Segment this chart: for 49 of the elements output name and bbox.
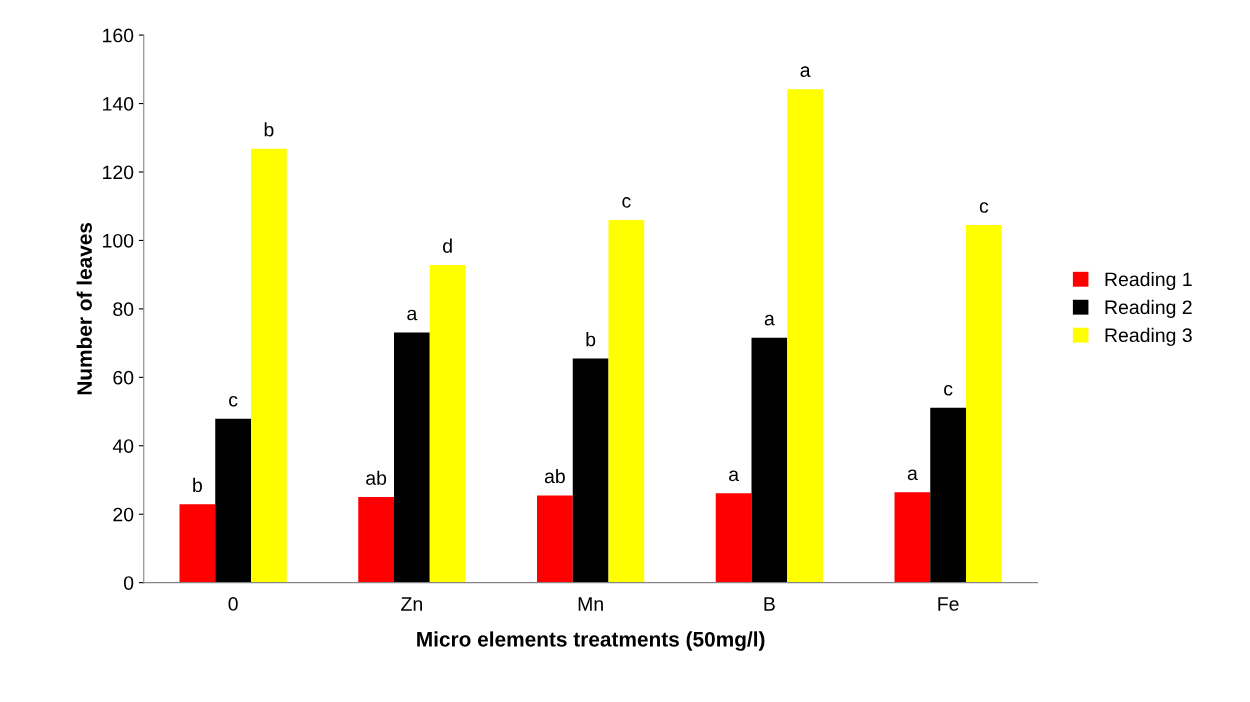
x-axis-title: Micro elements treatments (50mg/l) bbox=[417, 631, 765, 651]
y-tick-label: 0 bbox=[123, 576, 134, 590]
legend-label: Reading 2 bbox=[1105, 299, 1192, 318]
bar bbox=[787, 89, 823, 583]
bar bbox=[608, 219, 645, 583]
bar bbox=[537, 495, 573, 583]
data-label: ab bbox=[544, 468, 565, 484]
bar bbox=[358, 497, 394, 583]
data-label: c bbox=[622, 197, 631, 208]
data-label: ab bbox=[366, 470, 387, 485]
data-label: b bbox=[586, 332, 596, 347]
data-label: a bbox=[729, 470, 740, 482]
bar bbox=[751, 337, 788, 583]
bar bbox=[572, 358, 609, 583]
data-label: b bbox=[264, 122, 274, 137]
x-tick-label: Fe bbox=[938, 597, 959, 611]
bar bbox=[966, 225, 1002, 583]
bar bbox=[215, 418, 251, 583]
y-tick-label: 120 bbox=[103, 165, 134, 180]
data-label: d bbox=[443, 238, 452, 253]
x-tick-label: Zn bbox=[401, 597, 422, 611]
data-label: a bbox=[907, 469, 918, 481]
x-tick-label: 0 bbox=[228, 597, 238, 611]
y-axis-title: Number of leaves bbox=[76, 222, 92, 395]
data-label: c bbox=[979, 202, 989, 213]
data-label: a bbox=[800, 66, 811, 77]
y-tick-label: 40 bbox=[112, 439, 134, 454]
legend-label: Reading 3 bbox=[1105, 327, 1192, 346]
y-tick-label: 60 bbox=[113, 370, 134, 385]
y-tick-label: 80 bbox=[113, 302, 134, 317]
y-tick-label: 100 bbox=[103, 233, 134, 248]
bar bbox=[930, 407, 966, 583]
bar bbox=[715, 493, 752, 583]
x-tick-label: B bbox=[764, 597, 775, 611]
legend-label: Reading 1 bbox=[1105, 271, 1192, 291]
y-tick-label: 160 bbox=[103, 28, 134, 43]
data-label: c bbox=[944, 384, 953, 396]
bar bbox=[394, 332, 430, 583]
x-tick-label: Mn bbox=[578, 597, 603, 611]
data-label: a bbox=[764, 314, 775, 326]
bar bbox=[251, 148, 287, 583]
data-label: c bbox=[229, 395, 238, 407]
y-tick-label: 20 bbox=[113, 507, 134, 522]
bar bbox=[894, 492, 931, 583]
bar bbox=[179, 504, 216, 583]
bar bbox=[429, 265, 466, 583]
data-label: a bbox=[407, 309, 418, 321]
y-tick-label: 140 bbox=[103, 97, 134, 111]
data-label: b bbox=[193, 477, 202, 493]
